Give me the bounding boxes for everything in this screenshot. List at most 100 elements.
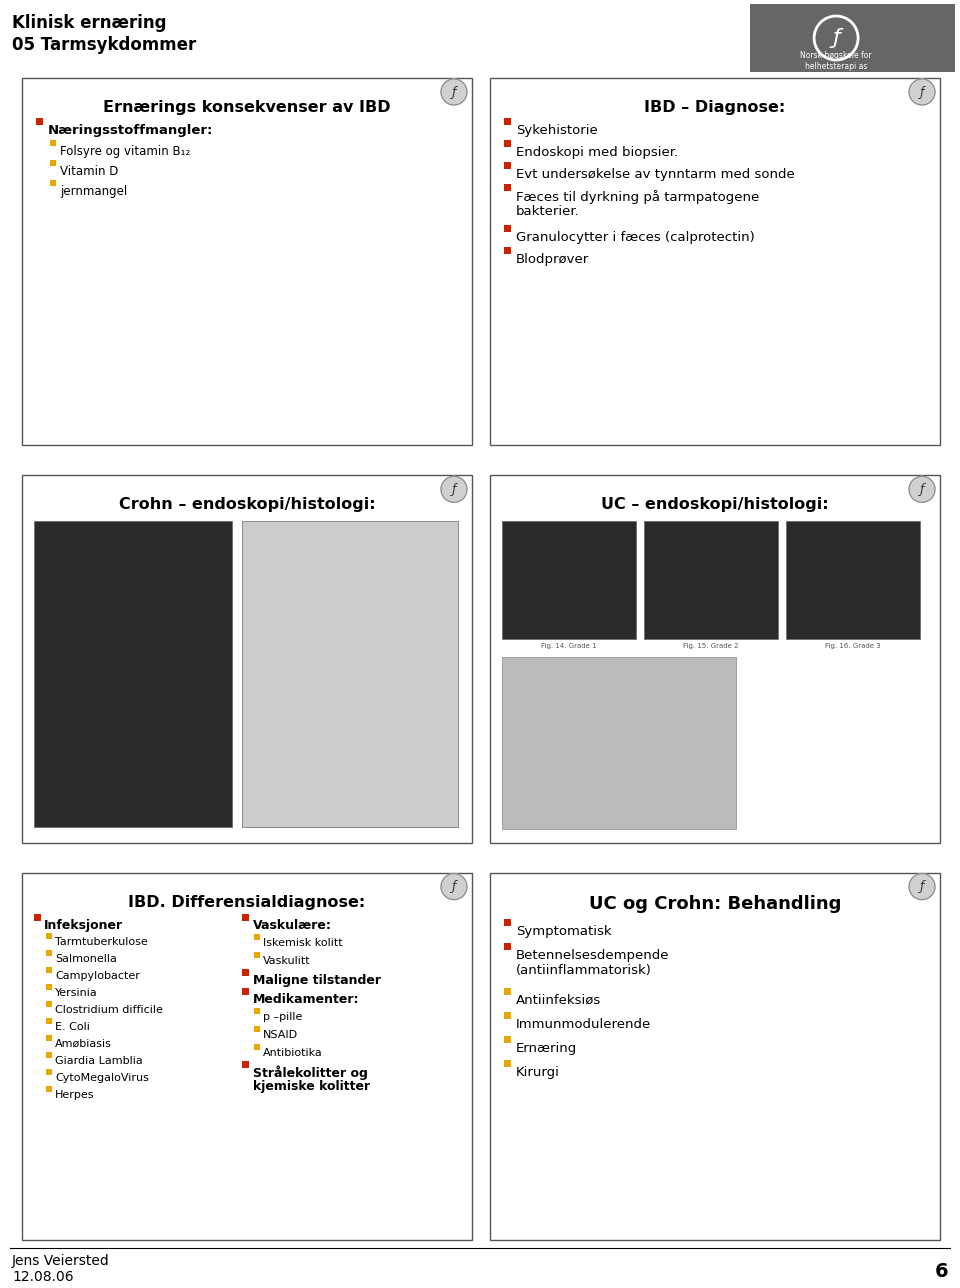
Text: 6: 6 <box>934 1262 948 1282</box>
Text: bakterier.: bakterier. <box>516 205 580 218</box>
Text: Ernærings konsekvenser av IBD: Ernærings konsekvenser av IBD <box>103 100 391 115</box>
Text: Vaskulitt: Vaskulitt <box>263 956 311 966</box>
FancyBboxPatch shape <box>504 988 511 994</box>
FancyBboxPatch shape <box>22 79 472 446</box>
FancyBboxPatch shape <box>242 913 249 921</box>
Circle shape <box>909 477 935 502</box>
FancyBboxPatch shape <box>46 967 52 972</box>
FancyBboxPatch shape <box>46 1069 52 1074</box>
FancyBboxPatch shape <box>490 79 940 446</box>
FancyBboxPatch shape <box>254 1043 260 1050</box>
FancyBboxPatch shape <box>786 522 920 639</box>
FancyBboxPatch shape <box>36 118 43 125</box>
FancyBboxPatch shape <box>504 162 511 169</box>
FancyBboxPatch shape <box>490 475 940 842</box>
FancyBboxPatch shape <box>504 1060 511 1066</box>
Circle shape <box>909 873 935 899</box>
Text: Evt undersøkelse av tynntarm med sonde: Evt undersøkelse av tynntarm med sonde <box>516 167 795 182</box>
Text: (antiinflammatorisk): (antiinflammatorisk) <box>516 963 652 976</box>
Text: Endoskopi med biopsier.: Endoskopi med biopsier. <box>516 146 678 158</box>
FancyBboxPatch shape <box>46 984 52 989</box>
Text: Giardia Lamblia: Giardia Lamblia <box>55 1056 143 1065</box>
Text: Herpes: Herpes <box>55 1090 94 1100</box>
Text: Yersinia: Yersinia <box>55 988 98 998</box>
Text: Kirurgi: Kirurgi <box>516 1065 560 1078</box>
FancyBboxPatch shape <box>644 522 778 639</box>
Text: Klinisk ernæring: Klinisk ernæring <box>12 14 166 32</box>
Text: Maligne tilstander: Maligne tilstander <box>253 974 381 987</box>
Circle shape <box>441 873 467 899</box>
FancyBboxPatch shape <box>46 1086 52 1092</box>
Text: IBD. Differensialdiagnose:: IBD. Differensialdiagnose: <box>129 895 366 909</box>
FancyBboxPatch shape <box>504 140 511 147</box>
Text: Immunmodulerende: Immunmodulerende <box>516 1018 651 1030</box>
Text: Antiinfeksiøs: Antiinfeksiøs <box>516 993 601 1007</box>
Text: UC og Crohn: Behandling: UC og Crohn: Behandling <box>588 895 841 913</box>
FancyBboxPatch shape <box>34 522 232 827</box>
Circle shape <box>441 477 467 502</box>
FancyBboxPatch shape <box>242 522 458 827</box>
Text: Fig. 15. Grade 2: Fig. 15. Grade 2 <box>684 643 739 649</box>
FancyBboxPatch shape <box>504 184 511 191</box>
Text: Symptomatisk: Symptomatisk <box>516 925 612 938</box>
Text: ƒ: ƒ <box>920 85 924 98</box>
FancyBboxPatch shape <box>254 934 260 940</box>
FancyBboxPatch shape <box>254 1007 260 1014</box>
FancyBboxPatch shape <box>504 1036 511 1043</box>
FancyBboxPatch shape <box>50 180 56 185</box>
FancyBboxPatch shape <box>46 933 52 939</box>
Circle shape <box>909 79 935 106</box>
FancyBboxPatch shape <box>504 247 511 254</box>
FancyBboxPatch shape <box>254 1025 260 1032</box>
Text: ƒ: ƒ <box>452 85 456 98</box>
Text: Vaskulære:: Vaskulære: <box>253 918 332 931</box>
Text: Vitamin D: Vitamin D <box>60 165 118 178</box>
Text: ƒ: ƒ <box>920 483 924 496</box>
FancyBboxPatch shape <box>242 1060 249 1068</box>
Text: p –pille: p –pille <box>263 1011 302 1021</box>
Text: Blodprøver: Blodprøver <box>516 252 589 267</box>
FancyBboxPatch shape <box>504 1011 511 1019</box>
Text: ƒ: ƒ <box>452 880 456 893</box>
Text: 12.08.06: 12.08.06 <box>12 1270 74 1284</box>
FancyBboxPatch shape <box>46 1052 52 1057</box>
Text: Betennelsesdempende: Betennelsesdempende <box>516 949 669 962</box>
Text: Jens Veiersted: Jens Veiersted <box>12 1255 109 1267</box>
Circle shape <box>441 79 467 106</box>
Text: Salmonella: Salmonella <box>55 953 117 963</box>
Text: Norsk høgskole for
helhetsterapi as: Norsk høgskole for helhetsterapi as <box>801 52 872 71</box>
Text: Medikamenter:: Medikamenter: <box>253 993 359 1006</box>
Text: Strålekolitter og: Strålekolitter og <box>253 1065 368 1081</box>
FancyBboxPatch shape <box>34 913 41 921</box>
FancyBboxPatch shape <box>46 949 52 956</box>
Text: Fig. 14. Grade 1: Fig. 14. Grade 1 <box>541 643 597 649</box>
Text: Clostridium difficile: Clostridium difficile <box>55 1005 163 1015</box>
Text: Sykehistorie: Sykehistorie <box>516 124 598 137</box>
Text: Tarmtuberkulose: Tarmtuberkulose <box>55 936 148 947</box>
FancyBboxPatch shape <box>502 522 636 639</box>
Text: IBD – Diagnose:: IBD – Diagnose: <box>644 100 785 115</box>
FancyBboxPatch shape <box>502 657 736 828</box>
FancyBboxPatch shape <box>504 225 511 232</box>
FancyBboxPatch shape <box>22 475 472 842</box>
FancyBboxPatch shape <box>504 918 511 926</box>
Text: Fæces til dyrkning på tarmpatogene: Fæces til dyrkning på tarmpatogene <box>516 191 759 204</box>
Text: ƒ: ƒ <box>832 28 840 48</box>
Text: CytoMegaloVirus: CytoMegaloVirus <box>55 1073 149 1083</box>
Text: Ernæring: Ernæring <box>516 1042 577 1055</box>
Text: E. Coli: E. Coli <box>55 1021 90 1032</box>
Text: jernmangel: jernmangel <box>60 185 128 198</box>
FancyBboxPatch shape <box>490 873 940 1240</box>
FancyBboxPatch shape <box>50 160 56 166</box>
Text: NSAID: NSAID <box>263 1029 299 1039</box>
Text: Campylobacter: Campylobacter <box>55 971 140 980</box>
FancyBboxPatch shape <box>46 1034 52 1041</box>
Text: Antibiotika: Antibiotika <box>263 1047 323 1057</box>
FancyBboxPatch shape <box>50 140 56 146</box>
Text: kjemiske kolitter: kjemiske kolitter <box>253 1079 371 1092</box>
Text: ƒ: ƒ <box>452 483 456 496</box>
Text: ƒ: ƒ <box>920 880 924 893</box>
Text: Næringsstoffmangler:: Næringsstoffmangler: <box>48 124 213 137</box>
Text: Infeksjoner: Infeksjoner <box>44 918 123 931</box>
FancyBboxPatch shape <box>46 1018 52 1024</box>
